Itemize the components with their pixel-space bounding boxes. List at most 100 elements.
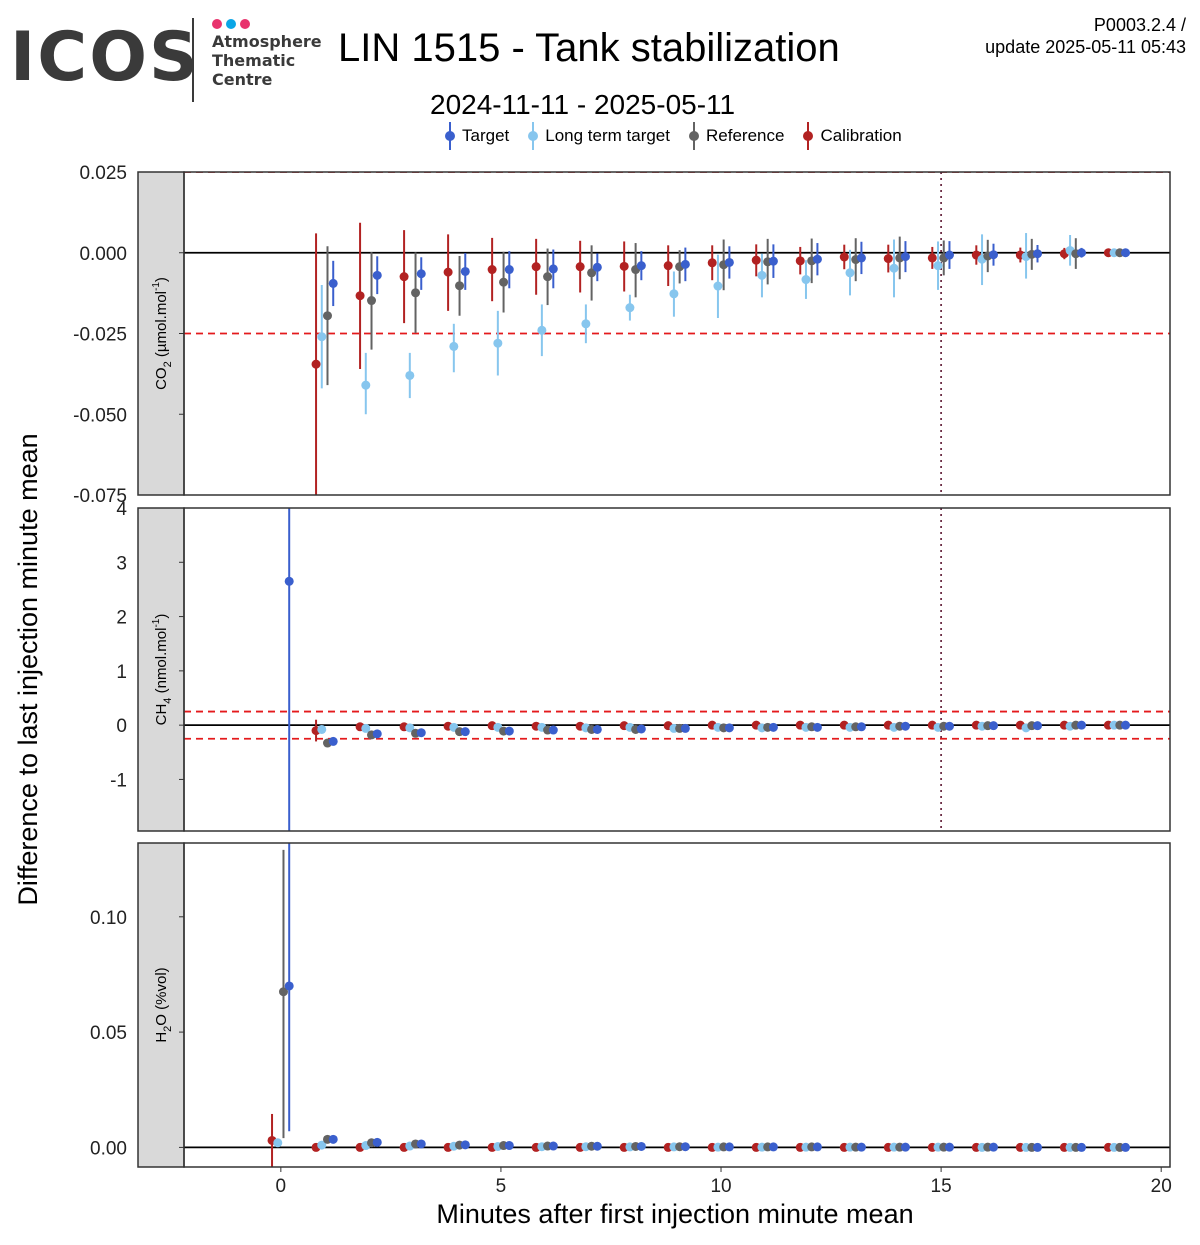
target-point (328, 278, 338, 288)
facet-strip (137, 842, 185, 1168)
legend-item-long-term-target: Long term target (523, 122, 670, 150)
target-point (988, 250, 998, 260)
panel-plot-area (184, 172, 1170, 495)
target-point (636, 724, 646, 734)
icos-logo: ICOS (10, 18, 200, 97)
logo-dot (212, 19, 222, 29)
x-tick-label: 15 (931, 1176, 952, 1197)
calibration-point (487, 265, 497, 275)
y-tick-label: 0.00 (90, 1138, 127, 1159)
panel-1: CH4 (nmol.mol-1) 4 3 2 1 0 -1 (110, 499, 1171, 832)
logo-sub-line: Centre (212, 70, 273, 89)
legend-key-target (440, 122, 460, 150)
long_term_target-point (273, 1138, 283, 1148)
reference-point (587, 268, 597, 278)
long_term_target-point (625, 303, 635, 313)
reference-point (543, 272, 553, 282)
target-point (812, 1142, 822, 1152)
long_term_target-point (317, 1140, 327, 1150)
target-point (592, 724, 602, 734)
calibration-point (795, 256, 805, 266)
long_term_target-point (889, 263, 899, 273)
calibration-point (663, 261, 673, 271)
long_term_target-point (361, 723, 371, 733)
target-point (592, 262, 602, 272)
target-point (680, 1142, 690, 1152)
facet-strip (137, 507, 185, 832)
version-line: P0003.2.4 / (1093, 15, 1186, 35)
target-point (812, 254, 822, 264)
target-point (1033, 721, 1043, 731)
calibration-point (355, 291, 365, 301)
long_term_target-point (845, 268, 855, 278)
long_term_target-point (405, 723, 415, 733)
target-point (900, 252, 910, 262)
target-point (548, 264, 558, 274)
header: ICOS Atmosphere Thematic Centre LIN 1515… (0, 0, 1200, 170)
panel-plot-area (184, 508, 1170, 831)
target-point (548, 725, 558, 735)
logo-divider (192, 18, 194, 102)
target-point (372, 1137, 382, 1147)
target-point (724, 723, 734, 733)
legend-label: Reference (706, 126, 785, 145)
y-tick-label: -0.050 (73, 405, 127, 426)
panel-0: CO2 (µmol.mol-1) 0.025 0.000 -0.025 -0.050 -0… (73, 163, 1171, 507)
y-tick-label: -0.025 (73, 325, 127, 346)
target-point (680, 723, 690, 733)
legend-label: Long term target (545, 126, 670, 145)
long_term_target-point (449, 341, 459, 351)
target-point (1033, 1142, 1043, 1152)
y-tick-label: 0.10 (90, 908, 127, 929)
calibration-point (619, 261, 629, 271)
legend: Target Long term target Reference Calibr… (440, 122, 916, 150)
calibration-point (927, 253, 937, 263)
long_term_target-point (537, 325, 547, 335)
target-point (1077, 720, 1087, 730)
target-point (636, 1141, 646, 1151)
calibration-point (311, 359, 321, 369)
target-point (284, 576, 294, 586)
y-tick-label: 4 (116, 499, 127, 520)
chart-title: LIN 1515 - Tank stabilization (338, 26, 840, 70)
legend-label: Calibration (820, 126, 902, 145)
target-point (856, 253, 866, 263)
y-axis-label: Difference to last injection minute mean (13, 433, 43, 905)
logo-dot (226, 19, 236, 29)
target-point (328, 736, 338, 746)
target-point (592, 1141, 602, 1151)
calibration-point (883, 254, 893, 264)
target-point (416, 728, 426, 738)
reference-point (322, 311, 332, 321)
target-point (416, 1139, 426, 1149)
y-tick-label: -0.075 (73, 486, 127, 507)
facet-label: CO2 (µmol.mol-1) (151, 277, 174, 390)
x-tick-label: 20 (1151, 1176, 1172, 1197)
calibration-point (399, 272, 409, 282)
target-point (724, 1142, 734, 1152)
logo-sub-line: Thematic (212, 51, 296, 70)
calibration-point (751, 255, 761, 265)
calibration-point (575, 262, 585, 272)
target-point (1033, 249, 1043, 259)
target-point (768, 722, 778, 732)
facet-strip (137, 171, 185, 496)
legend-key-calibration (798, 122, 818, 150)
long_term_target-point (361, 380, 371, 390)
y-tick-label: 0.000 (79, 244, 127, 265)
target-point (944, 250, 954, 260)
x-tick-label: 0 (276, 1176, 287, 1197)
target-point (900, 721, 910, 731)
target-point (460, 727, 470, 737)
target-point (724, 257, 734, 267)
target-point (1121, 248, 1131, 258)
target-point (284, 981, 294, 991)
long_term_target-point (713, 281, 723, 291)
target-point (812, 722, 822, 732)
reference-point (499, 277, 509, 287)
target-point (504, 726, 514, 736)
target-point (328, 1134, 338, 1144)
reference-point (455, 281, 465, 291)
target-point (460, 1140, 470, 1150)
